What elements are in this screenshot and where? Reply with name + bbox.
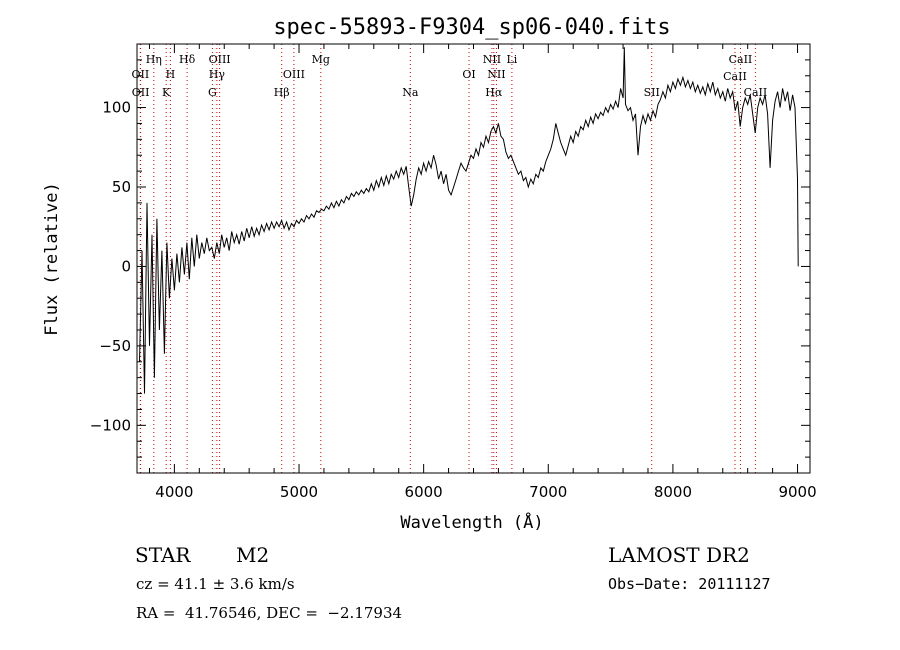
line-marker-label-9: OIII: [283, 68, 305, 81]
line-marker-label-5: Hδ: [179, 53, 196, 66]
y-tick-label-1: −50: [99, 337, 131, 355]
line-marker-label-4: K: [162, 86, 171, 99]
line-marker-label-14: NII: [483, 53, 501, 66]
object-subclass: M2: [236, 543, 270, 567]
line-marker-label-15: NII: [487, 68, 505, 81]
redshift-text: cz = 41.1 ± 3.6 km/s: [136, 575, 295, 593]
y-tick-label-4: 100: [102, 99, 131, 117]
line-marker-label-7: Hγ: [209, 68, 226, 81]
x-tick-label-3: 7000: [529, 483, 567, 501]
x-tick-label-5: 9000: [778, 483, 816, 501]
line-marker-labels: OII OII Hη HK Hδ OIII Hγ G OIII Hβ Mg Na OI NII NII Hα L…: [132, 53, 768, 99]
line-marker-label-3: H: [166, 68, 176, 81]
y-tick-label-3: 50: [112, 178, 131, 196]
line-marker-label-11: Mg: [312, 53, 330, 66]
chart-title: spec-55893-F9304_sp06-040.fits: [273, 15, 670, 40]
plot-frame: [136, 43, 811, 474]
line-marker-label-6: OIII: [209, 53, 231, 66]
survey-name: LAMOST DR2: [608, 543, 750, 567]
line-marker-label-12: Na: [402, 86, 419, 99]
line-marker-label-19: CaII: [729, 53, 753, 66]
line-marker-label-8: G: [208, 86, 217, 99]
line-marker-label-0: OII: [132, 68, 150, 81]
y-tick-label-0: −100: [90, 416, 131, 434]
line-marker-label-10: Hβ: [274, 86, 290, 99]
line-markers: [139, 44, 756, 473]
y-tick-label-2: 0: [121, 257, 131, 275]
line-marker-label-21: CaII: [744, 86, 768, 99]
x-tick-label-2: 6000: [405, 483, 443, 501]
y-axis: −100 −50 0 50 100: [90, 43, 810, 458]
line-marker-label-13: OI: [462, 68, 475, 81]
line-marker-label-18: SII: [644, 86, 660, 99]
x-tick-label-4: 8000: [654, 483, 692, 501]
x-tick-label-0: 4000: [155, 483, 193, 501]
object-class: STAR: [135, 543, 191, 567]
obs-date-text: Obs−Date: 20111127: [608, 575, 771, 593]
spectrum-series-line: [139, 47, 799, 394]
line-marker-label-2: Hη: [146, 53, 162, 66]
line-marker-label-20: CaII: [723, 70, 747, 83]
line-marker-label-17: Li: [506, 53, 517, 66]
x-axis: 4000 5000 6000 7000 8000 9000: [148, 44, 817, 501]
y-axis-label: Flux (relative): [42, 182, 62, 336]
x-axis-label: Wavelength (Å): [400, 511, 543, 533]
coordinates-text: RA = 41.76546, DEC = −2.17934: [136, 604, 403, 622]
line-marker-label-1: OII: [132, 86, 150, 99]
line-marker-label-16: Hα: [485, 86, 503, 99]
x-tick-label-1: 5000: [280, 483, 318, 501]
